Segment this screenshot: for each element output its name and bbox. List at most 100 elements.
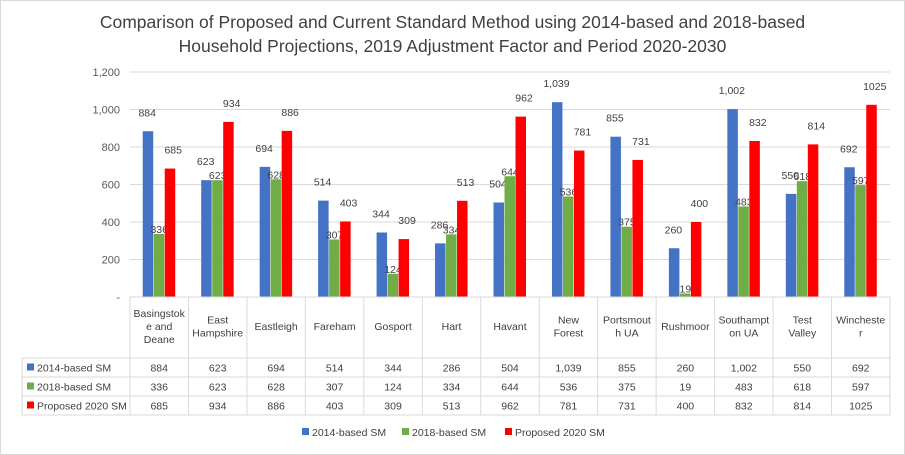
table-cell: 260 bbox=[677, 363, 695, 375]
data-label: 628 bbox=[267, 169, 285, 181]
data-label: 375 bbox=[618, 217, 636, 229]
bar bbox=[504, 176, 515, 297]
bar bbox=[749, 141, 760, 297]
category-label: Southampt bbox=[718, 315, 769, 327]
table-cell: 884 bbox=[150, 363, 168, 375]
category-label: Hart bbox=[442, 321, 462, 333]
legend-key bbox=[402, 428, 409, 435]
data-label: 618 bbox=[794, 171, 812, 183]
table-cell: 1,039 bbox=[555, 363, 581, 375]
category-label: Rushmoor bbox=[661, 321, 710, 333]
data-label: 934 bbox=[223, 98, 241, 110]
y-tick-label: 200 bbox=[102, 255, 120, 267]
y-tick-label: 1,000 bbox=[92, 105, 120, 117]
category-label: East bbox=[207, 315, 228, 327]
category-label: Hampshire bbox=[192, 328, 243, 340]
bar bbox=[398, 239, 410, 297]
data-label: 307 bbox=[326, 229, 344, 241]
chart-title: Comparison of Proposed and Current Stand… bbox=[0, 10, 905, 58]
bar bbox=[493, 202, 504, 297]
table-cell: 514 bbox=[326, 363, 344, 375]
data-label: 334 bbox=[443, 224, 461, 236]
legend-key bbox=[505, 428, 512, 435]
bar bbox=[457, 200, 468, 297]
bar bbox=[844, 167, 855, 297]
category-label: Forest bbox=[554, 328, 584, 340]
category-label: h UA bbox=[615, 328, 638, 340]
table-cell: 375 bbox=[618, 382, 636, 394]
y-tick-label: 800 bbox=[102, 142, 120, 154]
bar bbox=[690, 222, 702, 297]
table-cell: 623 bbox=[209, 382, 227, 394]
category-label: Basingstok bbox=[134, 308, 186, 320]
table-cell: 334 bbox=[443, 382, 461, 394]
table-cell: 309 bbox=[384, 401, 402, 413]
bar bbox=[329, 239, 340, 297]
bar bbox=[727, 109, 738, 297]
table-cell: 403 bbox=[326, 401, 344, 413]
category-label: Gosport bbox=[374, 321, 411, 333]
data-label: 1,002 bbox=[719, 85, 745, 97]
table-cell: 336 bbox=[150, 382, 168, 394]
bar bbox=[807, 144, 819, 297]
data-label: 513 bbox=[457, 177, 475, 189]
table-cell: 731 bbox=[618, 401, 636, 413]
table-cell: 19 bbox=[680, 382, 692, 394]
bar bbox=[796, 181, 808, 297]
bar bbox=[515, 116, 526, 297]
bar bbox=[340, 221, 351, 297]
category-label: e and bbox=[146, 321, 172, 333]
bar bbox=[562, 196, 574, 297]
table-cell: 814 bbox=[794, 401, 812, 413]
data-label: 514 bbox=[314, 177, 332, 189]
bar bbox=[212, 180, 223, 297]
legend-key bbox=[302, 428, 309, 435]
bar bbox=[164, 168, 176, 297]
table-cell: 513 bbox=[443, 401, 461, 413]
data-label: 336 bbox=[150, 224, 168, 236]
legend-label: Proposed 2020 SM bbox=[515, 427, 605, 439]
data-label: 731 bbox=[632, 136, 650, 148]
table-cell: 685 bbox=[150, 401, 168, 413]
bar bbox=[668, 248, 680, 297]
bar bbox=[679, 293, 691, 297]
category-label: r bbox=[859, 328, 863, 340]
table-cell: 536 bbox=[560, 382, 578, 394]
bar bbox=[738, 206, 749, 297]
data-label: 814 bbox=[808, 120, 826, 132]
data-label: 344 bbox=[372, 209, 390, 221]
bar bbox=[281, 130, 293, 297]
category-label: Test bbox=[793, 315, 812, 327]
table-cell: 628 bbox=[267, 382, 285, 394]
table-cell: 483 bbox=[735, 382, 753, 394]
legend-key bbox=[27, 401, 34, 409]
table-cell: 286 bbox=[443, 363, 461, 375]
bar bbox=[785, 193, 797, 297]
data-label: 597 bbox=[852, 175, 870, 187]
data-label: 124 bbox=[384, 264, 402, 276]
category-label: on UA bbox=[729, 328, 758, 340]
data-label: 286 bbox=[431, 219, 449, 231]
bar bbox=[201, 180, 212, 297]
data-label: 884 bbox=[138, 107, 156, 119]
bar bbox=[223, 121, 234, 297]
table-row-label: 2014-based SM bbox=[37, 363, 111, 375]
y-tick-label: 400 bbox=[102, 217, 120, 229]
bar bbox=[551, 102, 563, 297]
table-cell: 618 bbox=[794, 382, 812, 394]
category-label: New bbox=[558, 315, 579, 327]
data-label: 400 bbox=[691, 198, 709, 210]
data-label: 781 bbox=[574, 127, 592, 139]
category-label: Havant bbox=[493, 321, 526, 333]
table-cell: 1,002 bbox=[731, 363, 757, 375]
data-label: 962 bbox=[515, 93, 533, 105]
y-tick-label: 1,200 bbox=[92, 67, 120, 79]
table-cell: 692 bbox=[852, 363, 870, 375]
bar bbox=[632, 159, 643, 297]
table-cell: 855 bbox=[618, 363, 636, 375]
data-label: 644 bbox=[501, 166, 519, 178]
bar bbox=[435, 243, 446, 297]
table-cell: 781 bbox=[560, 401, 578, 413]
bar bbox=[318, 200, 329, 297]
